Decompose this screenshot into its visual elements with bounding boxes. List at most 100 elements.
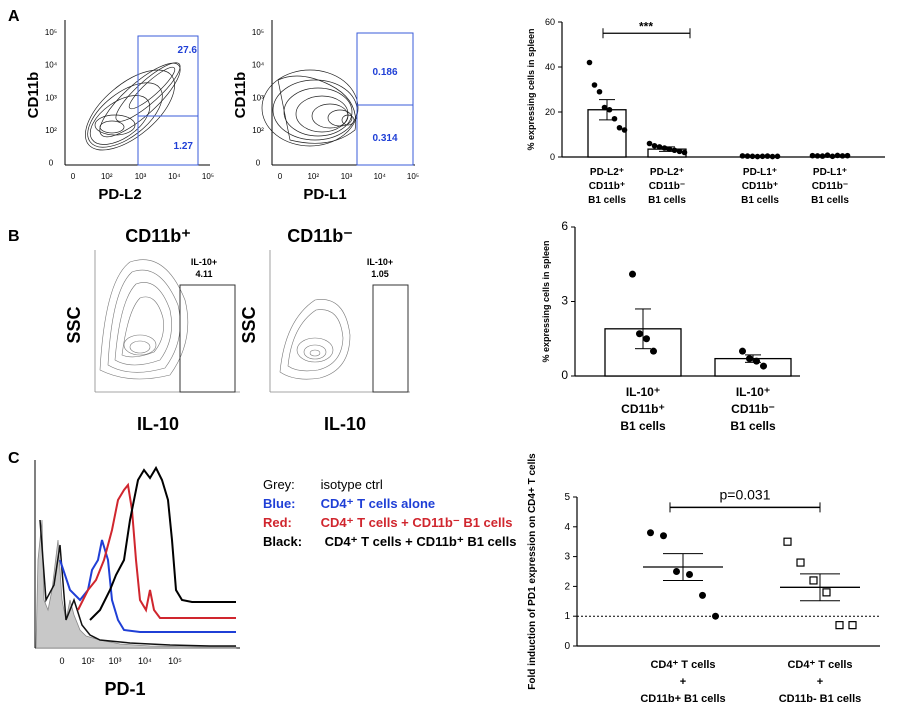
x-category-label: B1 cells [588,195,626,206]
data-point [629,270,636,278]
data-point [660,532,667,540]
flow-ytick-label: 10² [45,126,57,135]
flow-ytick-label: 10³ [252,93,264,102]
data-point [769,153,776,160]
legend-row-blue: Blue: CD4⁺ T cells alone [263,494,516,513]
flow-xtick-label: 10⁵ [407,172,419,181]
flow-a-left-yticks: 10⁵ 10⁴ 10³ 10² 0 [45,28,58,168]
x-category-label: PD-L2⁺ [650,167,684,178]
x-category-label: + [817,676,823,688]
data-point [650,347,657,355]
data-point [835,621,844,630]
data-point [611,115,618,122]
data-point [834,152,841,159]
flow-b-left-title: CD11b⁺ [125,226,191,246]
data-point [739,347,746,355]
data-point [824,152,831,158]
y-tick-label: 6 [561,219,568,233]
y-tick-label: 1 [564,611,570,622]
x-category-label: CD11b⁻ [649,181,685,192]
x-category-label: B1 cells [730,419,776,433]
histogram-c-xlabel: PD-1 [104,679,145,699]
flow-xtick-label: 10³ [135,172,147,181]
data-point [699,591,706,599]
data-point [586,59,593,66]
y-axis-label: % expressing cells in spleen [526,28,536,150]
x-category-label: CD11b+ B1 cells [640,693,725,705]
y-tick-label: 0 [561,368,568,382]
flow-xtick-label: 10² [307,172,319,181]
flow-xtick-label: 10⁵ [202,172,214,181]
flow-b-left-gate-value: 4.11 [195,269,212,279]
histogram-xtick-label: 10⁴ [138,656,152,666]
bar-chart-b: 0 3 6 % expressing cells in spleen IL-10⁺ CD1… [541,219,800,433]
x-category-label: IL-10⁺ [626,385,660,399]
x-category-label: CD11b⁺ [589,181,625,192]
histogram-c-xticks: 0 10² 10³ 10⁴ 10⁵ [59,656,182,666]
data-point [596,88,603,95]
x-category-label: CD11b⁻ [731,402,775,416]
data-point [671,147,678,154]
data-point [746,355,753,363]
flow-a-left-gate-upper: 27.6 [178,45,198,56]
flow-a-right-ylabel: CD11b [232,72,249,119]
flow-plot-b-right: CD11b⁻ SSC IL-10+ 1.05 IL-10 [239,226,410,434]
flow-a-right-xticks: 0 10² 10³ 10⁴ 10⁵ [278,172,419,181]
data-point [819,153,826,159]
y-tick-label: 4 [564,522,570,533]
data-point [606,106,613,113]
legend-text-black: CD4⁺ T cells + CD11b⁺ B1 cells [324,534,517,549]
y-tick-label: 5 [564,492,570,503]
panel-b-letter: B [8,228,20,245]
data-point [673,568,680,575]
data-point [681,149,688,156]
y-tick-label: 0 [550,152,555,162]
flow-a-left-xticks: 0 10² 10³ 10⁴ 10⁵ [71,172,214,181]
data-point [760,362,767,370]
legend-text-blue: CD4⁺ T cells alone [320,496,436,511]
data-point [796,558,805,567]
flow-b-left-xlabel: IL-10 [137,414,179,434]
x-category-label: PD-L2⁺ [590,167,624,178]
data-point [656,144,663,150]
x-category-label: CD11b⁺ [621,402,665,416]
flow-ytick-label: 0 [256,159,261,168]
flow-xtick-label: 0 [71,172,76,181]
flow-xtick-label: 10³ [341,172,353,181]
data-point [839,153,846,159]
x-category-label: CD11b⁺ [742,181,778,192]
data-point [647,529,654,537]
flow-ytick-label: 10⁴ [45,61,58,70]
data-point [783,537,792,546]
flow-a-left-gate-lower: 1.27 [174,141,194,152]
x-category-label: PD-L1⁺ [743,167,777,178]
scatter-chart-c: 0 1 2 3 4 5 Fold induction of PD1 expression o… [527,453,880,705]
data-point [774,153,781,160]
data-point [844,152,851,159]
data-point [754,153,761,160]
histogram-xtick-label: 0 [59,656,64,666]
y-axis-label: Fold induction of PD1 expression on CD4+… [527,453,538,690]
data-point [753,357,760,365]
flow-ytick-label: 10⁵ [252,28,264,37]
data-point [749,153,756,160]
y-axis-label: % expressing cells in spleen [541,240,551,362]
legend-text-red: CD4⁺ T cells + CD11b⁻ B1 cells [320,515,513,530]
histogram-xtick-label: 10³ [108,656,121,666]
legend-row-black: Black: CD4⁺ T cells + CD11b⁺ B1 cells [263,532,516,551]
flow-b-right-ylabel: SSC [239,306,259,343]
data-point [643,335,650,343]
y-tick-label: 40 [545,62,555,72]
y-tick-label: 3 [564,552,570,563]
data-point [591,82,598,88]
histogram-xtick-label: 10⁵ [168,656,182,666]
x-category-label: CD11b- B1 cells [779,693,862,705]
flow-b-left-gate-name: IL-10+ [191,257,217,267]
legend-key-blue: Blue: [263,496,296,511]
legend-row-grey: Grey: isotype ctrl [263,475,516,494]
y-tick-label: 2 [564,581,570,592]
p-value-label: p=0.031 [720,486,771,502]
y-tick-label: 60 [545,17,555,27]
flow-a-left-ylabel: CD11b [25,72,42,119]
